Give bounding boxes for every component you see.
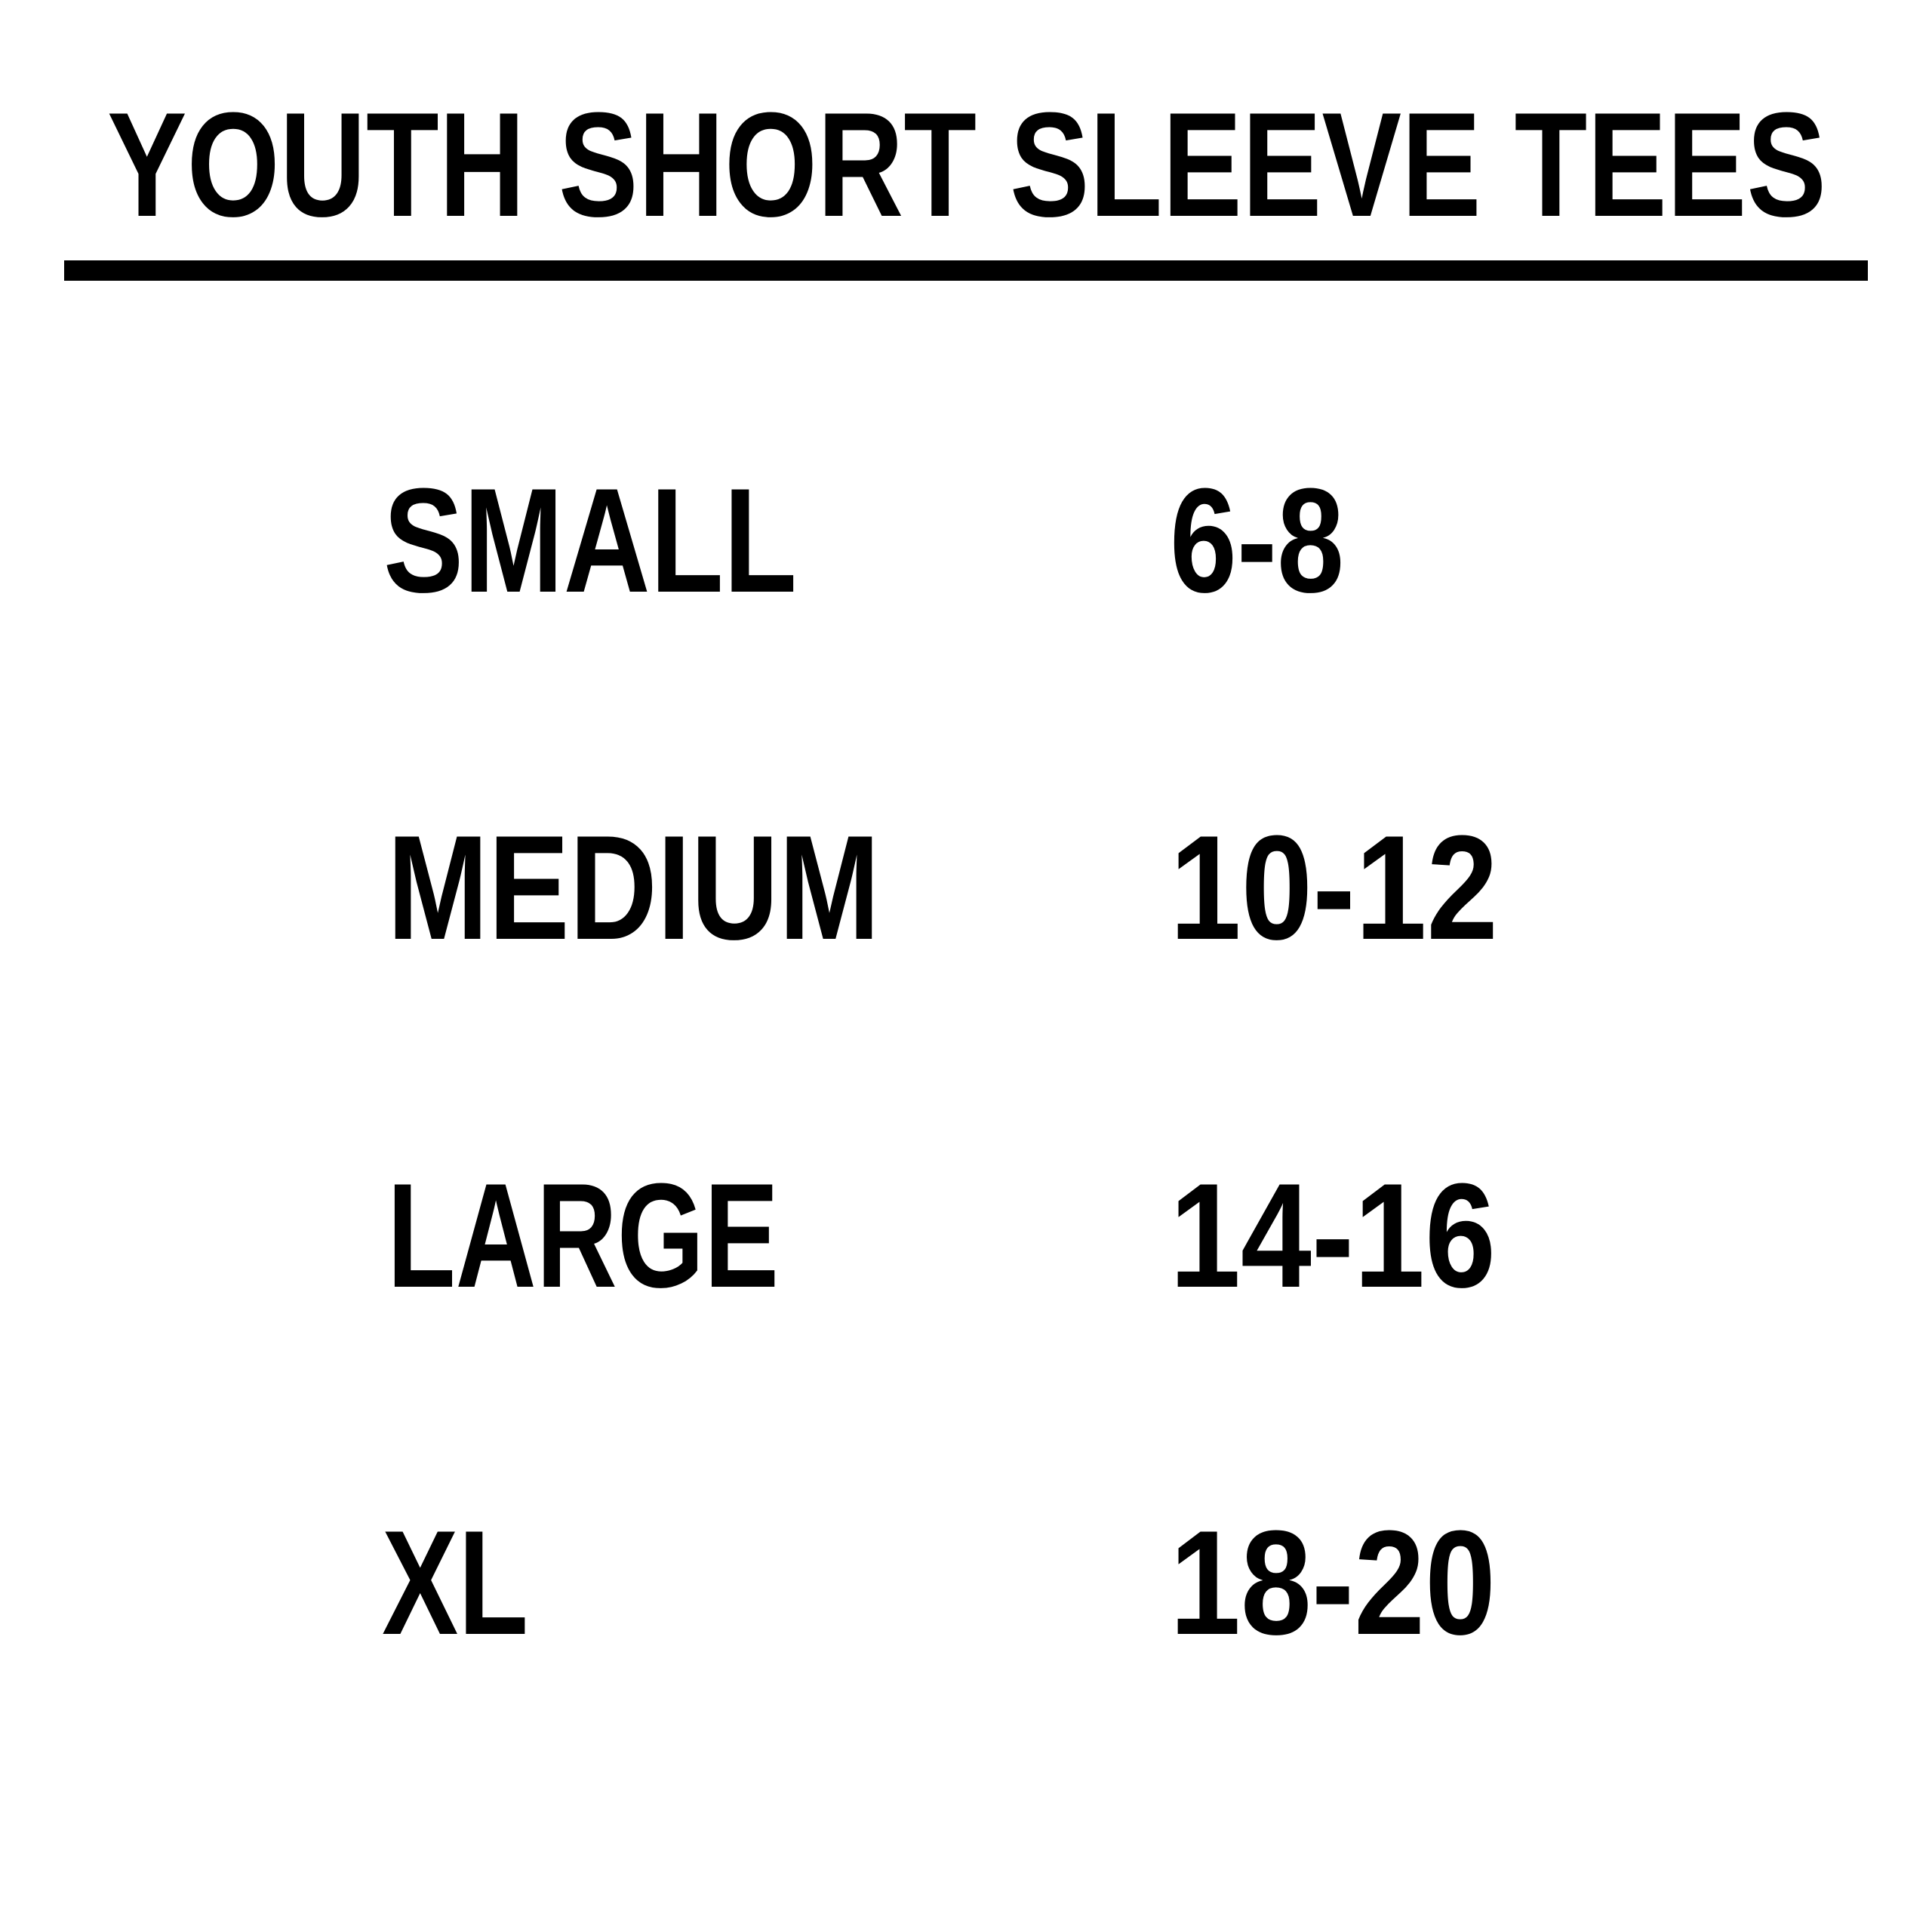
- size-row-large: LARGE 14-16: [387, 1152, 1496, 1318]
- size-row-xl: XL 18-20: [382, 1500, 1496, 1666]
- size-row-small: SMALL 6-8: [383, 457, 1344, 623]
- size-range: 6-8: [1170, 457, 1344, 623]
- size-label: MEDIUM: [387, 804, 880, 971]
- title-divider: [64, 260, 1868, 281]
- size-range: 10-12: [1170, 804, 1498, 971]
- size-range: 14-16: [1170, 1152, 1496, 1318]
- size-label: XL: [382, 1500, 528, 1666]
- size-range: 18-20: [1170, 1500, 1496, 1666]
- size-label: SMALL: [383, 457, 797, 623]
- size-label: LARGE: [387, 1152, 779, 1318]
- page-title: YOUTH SHORT SLEEVE TEES: [107, 82, 1826, 248]
- size-row-medium: MEDIUM 10-12: [387, 804, 1498, 971]
